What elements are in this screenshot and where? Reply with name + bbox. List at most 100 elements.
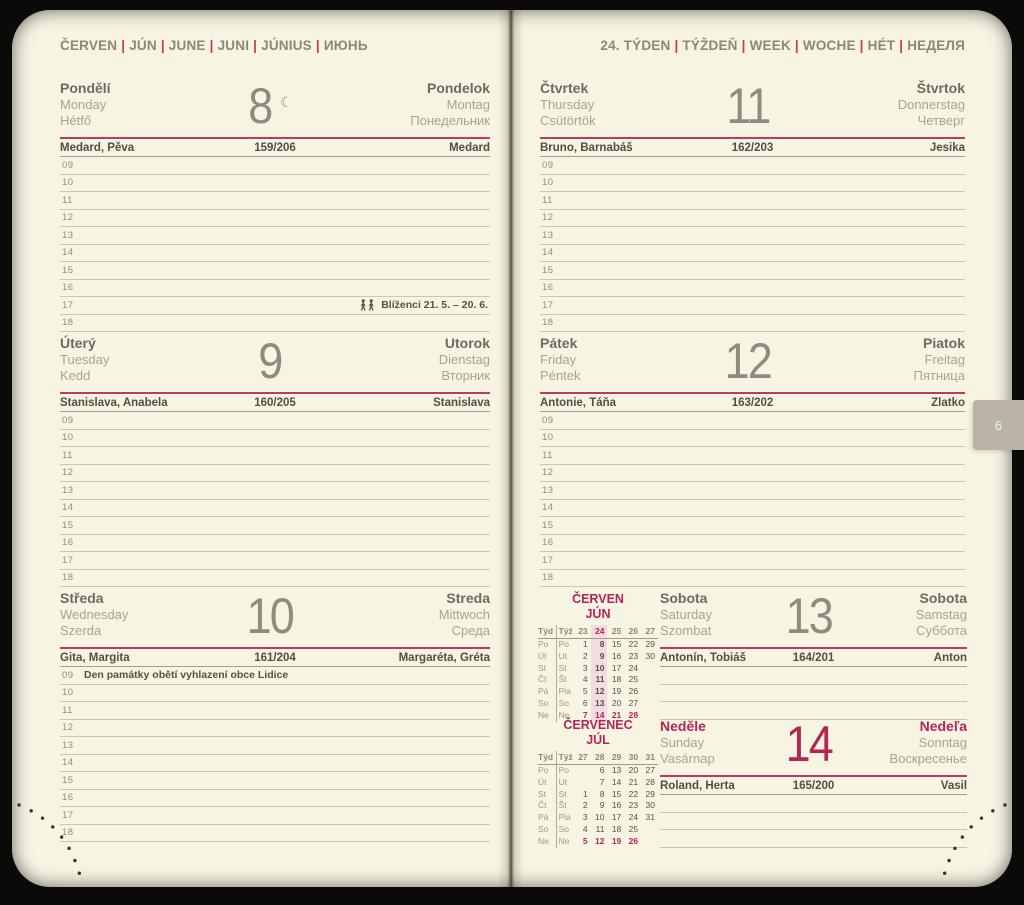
- calendar-cell: 31: [645, 812, 655, 823]
- day-name-slovak: Štvrtok: [916, 80, 965, 96]
- hour-row[interactable]: 09: [540, 412, 965, 430]
- calendar-row: Pá Pia 5 12 19 26: [538, 686, 658, 698]
- blank-row[interactable]: [660, 813, 967, 830]
- hour-label: 10: [62, 687, 74, 699]
- calendar-cell: 2: [582, 800, 588, 811]
- weekday-label: Ne: [538, 709, 557, 722]
- blank-row[interactable]: [660, 667, 967, 685]
- hour-row[interactable]: 09: [60, 157, 490, 175]
- hour-row[interactable]: 13: [60, 482, 490, 500]
- hour-row[interactable]: 16: [60, 535, 490, 552]
- hour-row[interactable]: 17: [60, 807, 490, 825]
- day-header: Sobota Saturday Szombat 13 Sobota Samsta…: [660, 590, 967, 646]
- hour-row[interactable]: 18: [60, 315, 490, 332]
- hour-row[interactable]: 16: [540, 535, 965, 552]
- hour-row[interactable]: 11: [540, 447, 965, 465]
- hour-row[interactable]: 15: [60, 772, 490, 790]
- hour-row[interactable]: 15: [60, 262, 490, 280]
- hour-row[interactable]: 10: [540, 175, 965, 192]
- hour-row[interactable]: 10: [60, 430, 490, 447]
- day-name-hungarian: Szombat: [660, 623, 712, 639]
- hour-row[interactable]: 14: [60, 755, 490, 772]
- nameday-row: Bruno, Barnabáš 162/203 Jesika: [540, 139, 965, 157]
- calendar-cell: [641, 663, 658, 675]
- day-name-english: Wednesday: [60, 607, 129, 623]
- day-number: 14: [785, 716, 834, 772]
- month-header: ČERVEN | JÚN | JUNE | JUNI | JÚNIUS | ИЮНЬ: [60, 38, 368, 53]
- calendar-cell: 4: [582, 674, 588, 685]
- day-name-czech: Sobota: [660, 590, 708, 606]
- hour-row[interactable]: 17: [540, 297, 965, 315]
- hour-row[interactable]: 10: [60, 685, 490, 702]
- hour-row[interactable]: 17: [540, 552, 965, 570]
- hour-row[interactable]: 17: [60, 552, 490, 570]
- hour-label: 10: [542, 432, 554, 444]
- hour-row[interactable]: 10: [60, 175, 490, 192]
- day-name-english: Thursday: [540, 97, 595, 113]
- hour-row[interactable]: 13: [540, 227, 965, 245]
- hour-row[interactable]: 09: [60, 412, 490, 430]
- hour-row[interactable]: 15: [540, 517, 965, 535]
- week-header: 24. TÝDEN | TÝŽDEŇ | WEEK | WOCHE | HÉT | НЕДЕЛЯ: [600, 38, 965, 53]
- hour-row[interactable]: 17 Blíženci 21. 5. – 20. 6.: [60, 297, 490, 315]
- calendar-cell: 1: [582, 639, 588, 649]
- day-number: 8: [248, 78, 274, 134]
- hour-row[interactable]: 18: [540, 315, 965, 332]
- hour-label: 15: [542, 519, 554, 531]
- hour-grid: 09 10 11 12 13 14 15 16 17 Blíženci 21. 5. – 20. …: [60, 157, 490, 332]
- hour-row[interactable]: 11: [540, 192, 965, 210]
- hour-row[interactable]: 16: [540, 280, 965, 297]
- calendar-row: St St 3 10 17 24: [538, 662, 658, 675]
- hour-row[interactable]: 14: [540, 500, 965, 517]
- hour-row[interactable]: 09: [540, 157, 965, 175]
- calendar-cell: 23: [628, 650, 639, 661]
- nameday-row: Stanislava, Anabela 160/205 Stanislava: [60, 394, 490, 412]
- hour-label: 13: [62, 484, 74, 496]
- hour-row[interactable]: 13: [540, 482, 965, 500]
- hour-row[interactable]: 12: [540, 210, 965, 227]
- hour-row[interactable]: 11: [60, 702, 490, 720]
- separator: |: [315, 38, 320, 53]
- blank-row[interactable]: [660, 795, 967, 813]
- hour-label: 10: [62, 432, 74, 444]
- hour-row[interactable]: 14: [60, 245, 490, 262]
- hour-label: 13: [62, 229, 74, 241]
- hour-row[interactable]: 13: [60, 737, 490, 755]
- weekday-label: Po: [538, 764, 557, 777]
- hour-row[interactable]: 18: [540, 570, 965, 587]
- hour-row[interactable]: 11: [60, 447, 490, 465]
- calendar-cell: 20: [611, 697, 622, 708]
- hour-row[interactable]: 10: [540, 430, 965, 447]
- day-header: Pondělí Monday Hétfő 8 ☾ Pondelok Montag …: [60, 80, 490, 136]
- hour-row[interactable]: 12: [60, 720, 490, 737]
- hour-row[interactable]: 18: [60, 570, 490, 587]
- hour-row[interactable]: 15: [60, 517, 490, 535]
- separator: |: [899, 38, 904, 53]
- hour-row[interactable]: 12: [60, 210, 490, 227]
- calendar-cell: 23: [628, 800, 639, 811]
- hour-row[interactable]: 12: [540, 465, 965, 482]
- hour-row[interactable]: 15: [540, 262, 965, 280]
- hour-row[interactable]: 18: [60, 825, 490, 842]
- hour-row[interactable]: 09 Den památky obětí vyhlazení obce Lidic…: [60, 667, 490, 685]
- separator: |: [674, 38, 679, 53]
- blank-row[interactable]: [660, 685, 967, 702]
- blank-row[interactable]: [660, 702, 967, 720]
- calendar-title-czech: ČERVEN: [572, 592, 624, 606]
- hour-row[interactable]: 16: [60, 280, 490, 297]
- hour-row[interactable]: 12: [60, 465, 490, 482]
- blank-row[interactable]: [660, 830, 967, 848]
- day-name-slovak: Pondelok: [426, 80, 490, 96]
- page-tab[interactable]: 6: [973, 400, 1024, 450]
- hour-row[interactable]: 14: [60, 500, 490, 517]
- nameday-slovak: Stanislava: [433, 396, 490, 409]
- hour-label: 14: [62, 502, 74, 514]
- weekday-label: So: [558, 697, 570, 708]
- hour-row[interactable]: 16: [60, 790, 490, 807]
- hour-row[interactable]: 13: [60, 227, 490, 245]
- nameday-row: Antonie, Táňa 163/202 Zlatko: [540, 394, 965, 412]
- hour-row[interactable]: 14: [540, 245, 965, 262]
- calendar-cell: 13: [590, 697, 608, 710]
- calendar-cell: 16: [611, 800, 622, 811]
- hour-row[interactable]: 11: [60, 192, 490, 210]
